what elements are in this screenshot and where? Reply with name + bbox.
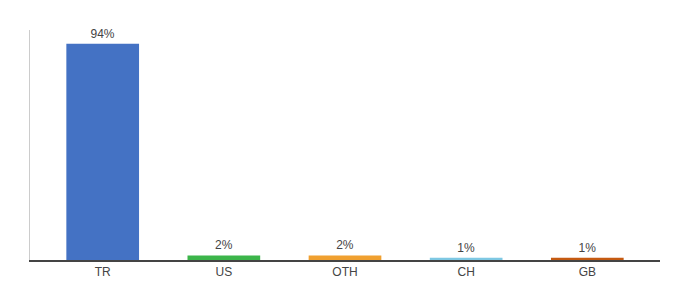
svg-text:US: US	[216, 265, 233, 279]
svg-text:94%: 94%	[91, 27, 115, 41]
svg-text:2%: 2%	[215, 238, 233, 252]
svg-text:1%: 1%	[578, 241, 596, 255]
svg-text:2%: 2%	[336, 238, 354, 252]
svg-text:TR: TR	[95, 265, 111, 279]
svg-text:OTH: OTH	[332, 265, 357, 279]
svg-text:CH: CH	[457, 265, 474, 279]
svg-text:GB: GB	[579, 265, 596, 279]
svg-text:1%: 1%	[457, 241, 475, 255]
